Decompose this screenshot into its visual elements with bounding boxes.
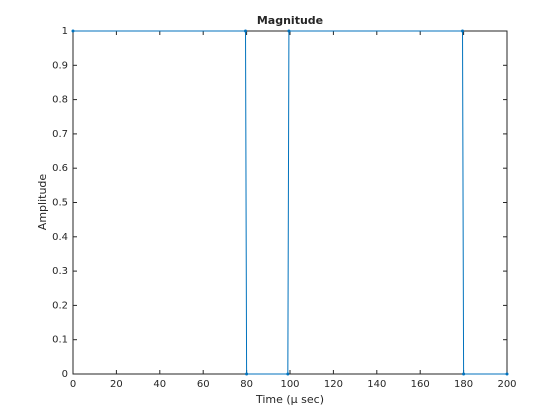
x-tick-label: 120 <box>324 379 343 390</box>
x-tick-label: 160 <box>411 379 430 390</box>
chart-title: Magnitude <box>257 14 323 27</box>
data-line <box>73 30 507 375</box>
y-tick-label: 0.9 <box>52 60 68 71</box>
y-axis-label: Amplitude <box>36 174 49 231</box>
y-tick-label: 1 <box>62 26 68 37</box>
y-tick-label: 0.5 <box>52 198 68 209</box>
x-tick-label: 40 <box>153 379 166 390</box>
x-tick-label: 80 <box>240 379 253 390</box>
y-tick-label: 0.3 <box>52 266 68 277</box>
y-tick-label: 0.2 <box>52 300 68 311</box>
data-point <box>286 372 290 376</box>
y-tick-label: 0 <box>62 369 68 380</box>
x-tick-label: 100 <box>280 379 299 390</box>
data-point <box>287 29 291 33</box>
y-tick-label: 0.8 <box>52 95 68 106</box>
y-tick-label: 0.6 <box>52 163 68 174</box>
y-tick-label: 0.4 <box>52 232 68 243</box>
x-tick-label: 180 <box>454 379 473 390</box>
x-tick-label: 0 <box>70 379 76 390</box>
y-tick-label: 0.1 <box>52 335 68 346</box>
data-point <box>71 29 75 33</box>
data-point <box>505 372 509 376</box>
data-point <box>462 372 466 376</box>
x-tick-label: 60 <box>197 379 210 390</box>
data-point <box>461 29 465 33</box>
data-point <box>244 29 248 33</box>
plot-box <box>72 30 508 375</box>
y-tick-label: 0.7 <box>52 129 68 140</box>
x-tick-label: 140 <box>367 379 386 390</box>
data-point <box>245 372 249 376</box>
x-axis-label: Time (μ sec) <box>255 393 324 406</box>
x-tick-label: 20 <box>110 379 123 390</box>
x-tick-label: 200 <box>497 379 516 390</box>
